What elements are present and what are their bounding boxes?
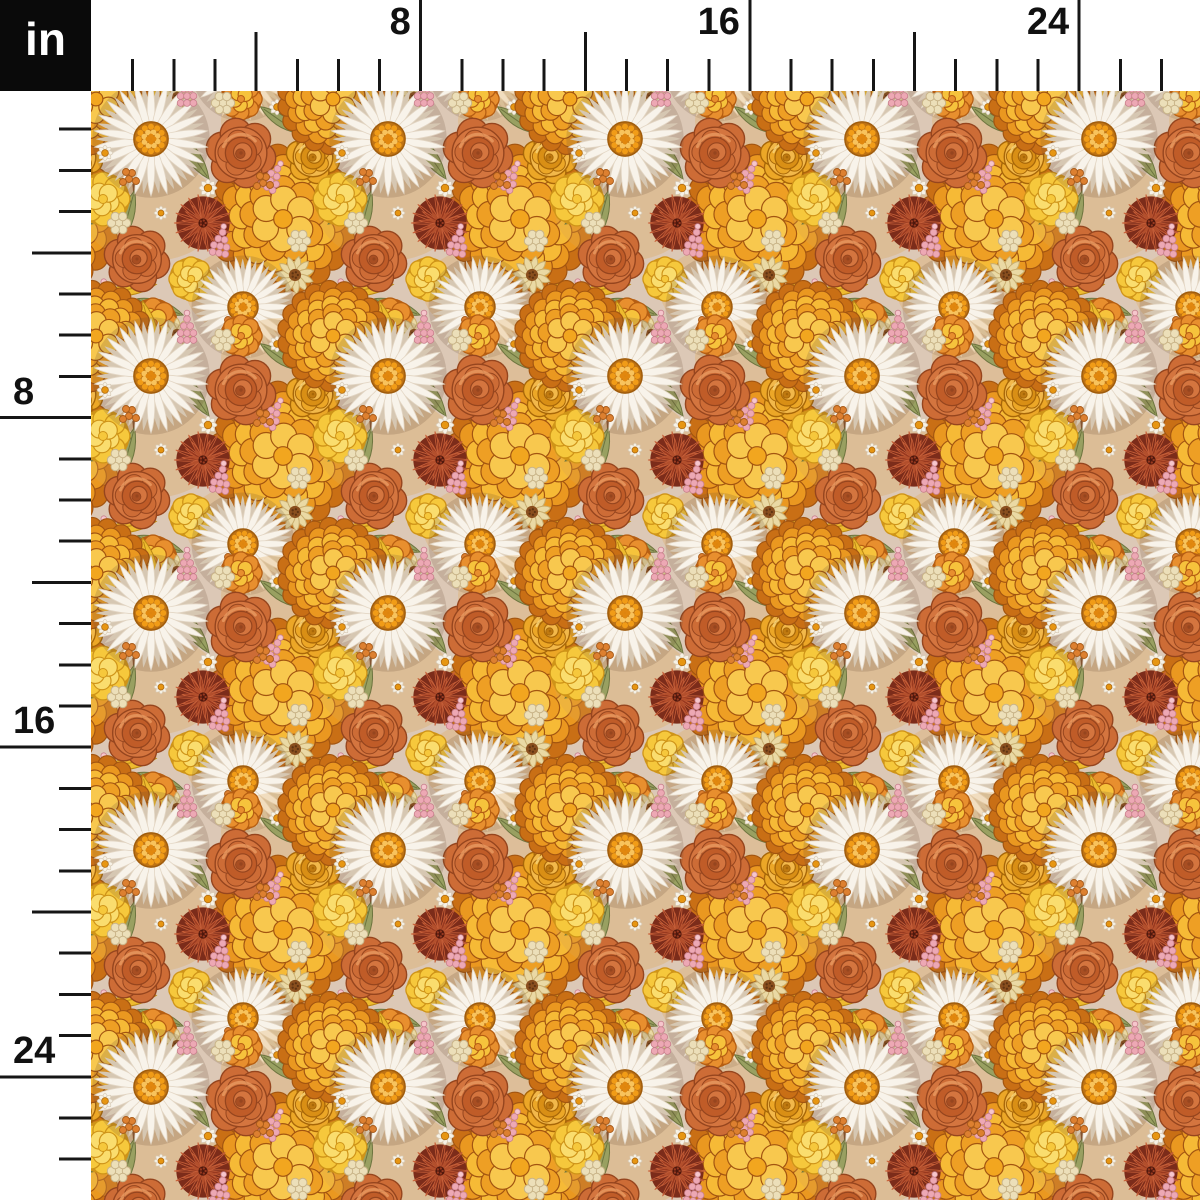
fabric-pattern-svg: [91, 91, 1200, 1200]
unit-box: in: [0, 0, 91, 91]
unit-label: in: [25, 12, 66, 65]
ruler-label-top-8: 8: [389, 1, 411, 43]
ruler-label-left-16: 16: [13, 700, 56, 743]
ruler-label-top-16: 16: [697, 1, 740, 43]
fabric-swatch: [91, 91, 1200, 1200]
ruler-label-top-24: 24: [1026, 1, 1070, 43]
ruler-label-left-24: 24: [13, 1029, 56, 1072]
ruler-label-left-8: 8: [13, 370, 35, 413]
